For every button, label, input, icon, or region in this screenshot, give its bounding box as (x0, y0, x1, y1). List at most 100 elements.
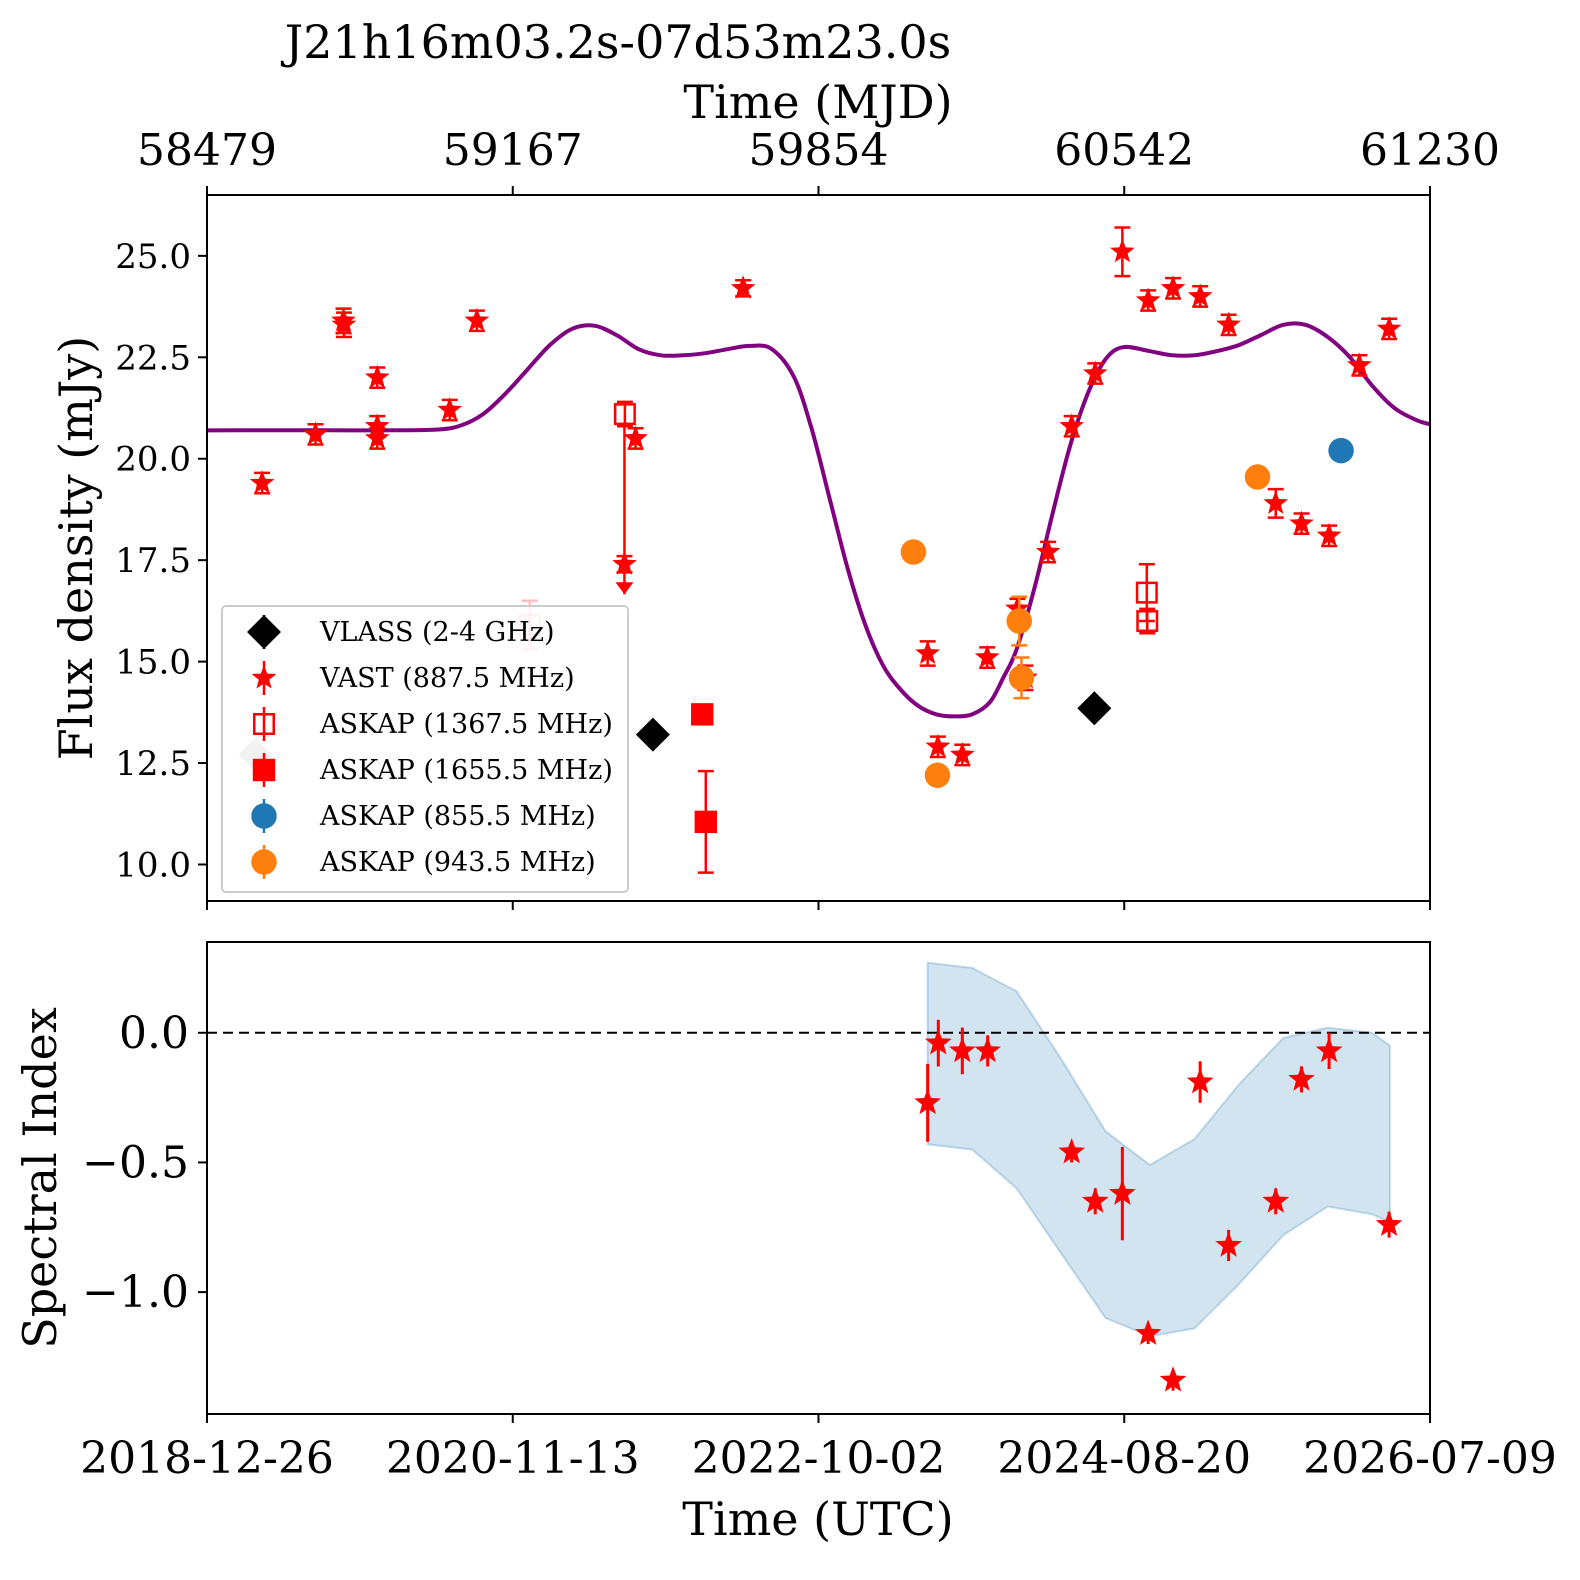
flux-point-star (303, 421, 328, 445)
legend-box (221, 605, 629, 893)
spectral-point-star (1215, 1231, 1242, 1257)
flux-y-axis: 10.0 12.5 15.0 17.5 20.0 22.5 25.0 (115, 237, 1431, 910)
flux-data-points (238, 226, 1402, 874)
flux-point-star (364, 413, 390, 437)
flux-point-circle (1328, 437, 1354, 464)
spectral-point-star (914, 1088, 941, 1115)
flux-plot-frame (206, 194, 1431, 902)
flux-point-circle (1244, 464, 1271, 490)
legend-label: ASKAP (1655.5 MHz) (319, 755, 613, 786)
spectral-point-star (949, 1036, 976, 1063)
flux-y-tick-label: 22.5 (115, 338, 191, 378)
flux-point-circle (1008, 665, 1035, 691)
flux-point-star (364, 425, 390, 449)
bottom-x-label: Time (UTC) (682, 1492, 953, 1546)
flux-point-star (249, 470, 275, 494)
flux-point-star (1005, 595, 1030, 620)
spectral-y-label: Spectral Index (13, 1007, 67, 1349)
flux-point-circle (900, 539, 927, 565)
flux-point-star (1135, 287, 1161, 311)
flux-point-star (1376, 315, 1402, 340)
bottom-tick-label: 2018-12-26 (80, 1433, 334, 1484)
flux-y-tick-label: 25.0 (115, 237, 191, 277)
top-tick-label: 59167 (443, 125, 583, 176)
chart-title: J21h16m03.2s-07d53m23.0s (281, 15, 951, 69)
spectral-y-tick-label: −0.5 (82, 1137, 189, 1188)
bottom-x-axis: 2018-12-26 2020-11-13 2022-10-02 2024-08-20… (80, 1414, 1557, 1484)
model-curve (207, 321, 1430, 719)
spectral-point-star (1315, 1036, 1343, 1063)
spectral-point-star (974, 1036, 1001, 1063)
flux-point-star (331, 311, 357, 336)
top-tick-label: 58479 (137, 125, 277, 176)
flux-point-star (1289, 510, 1314, 535)
flux-point-star (1263, 490, 1289, 514)
flux-point-star (1059, 413, 1084, 437)
bottom-tick-label: 2022-10-02 (692, 1433, 946, 1484)
model-curve-line (207, 321, 1430, 719)
spectral-point-star (1186, 1068, 1214, 1094)
spectral-point-star (1081, 1187, 1109, 1213)
flux-y-tick-label: 12.5 (115, 744, 191, 784)
uncertainty-band-area (926, 961, 1391, 1338)
flux-point-star (1347, 352, 1372, 376)
flux-point-star (1035, 539, 1061, 563)
upper-limit-arrow (615, 582, 634, 595)
flux-error-bar (616, 400, 633, 428)
legend-label: ASKAP (943.5 MHz) (319, 847, 596, 878)
spectral-point-star (925, 1029, 952, 1055)
legend-marker-diamond (247, 615, 281, 649)
flux-point-diamond (1077, 691, 1112, 726)
spectral-point-star (1288, 1065, 1315, 1091)
flux-point-square-open (613, 403, 636, 426)
flux-point-star (974, 644, 1000, 669)
spectral-point-star (1159, 1366, 1187, 1392)
flux-point-star (364, 364, 390, 389)
flux-point-star (623, 425, 648, 449)
flux-point-square (694, 810, 718, 834)
flux-y-tick-label: 10.0 (115, 845, 191, 885)
flux-point-star (925, 733, 951, 758)
flux-point-star (730, 275, 756, 299)
spectral-point-star (1375, 1210, 1403, 1236)
uncertainty-band (926, 961, 1391, 1338)
top-tick-label: 61230 (1360, 125, 1500, 176)
flux-point-star (1316, 522, 1342, 547)
top-axis-label: Time (MJD) (683, 75, 952, 129)
bottom-tick-label: 2020-11-13 (386, 1433, 640, 1484)
legend-label: VLASS (2-4 GHz) (319, 617, 555, 648)
bottom-tick-label: 2024-08-20 (997, 1433, 1251, 1484)
spectral-point-star (1058, 1138, 1085, 1164)
flux-point-star (612, 551, 637, 575)
legend-marker-circle (251, 803, 277, 829)
spectral-y-axis: −1.0 −0.5 0.0 (82, 1008, 207, 1318)
flux-point-circle (924, 762, 951, 788)
flux-point-star (1082, 360, 1108, 384)
spectral-index-panel: −1.0 −0.5 0.0 2018-12-26 2020-11-13 2022-10-… (13, 941, 1557, 1546)
legend: VLASS (2-4 GHz) VAST (887.5 MHz) ASKAP (13… (221, 605, 629, 893)
flux-error-bar (1139, 607, 1156, 635)
legend-marker-square-open (253, 713, 275, 735)
spectral-y-tick-label: −1.0 (82, 1267, 189, 1318)
top-axis-ticks: 58479 59167 59854 60542 61230 (137, 125, 1500, 195)
legend-label: ASKAP (855.5 MHz) (319, 801, 596, 832)
flux-point-square (691, 703, 714, 726)
flux-point-diamond (635, 717, 670, 752)
flux-point-star (1160, 275, 1186, 299)
spectral-plot-frame (206, 941, 1431, 1415)
top-tick-label: 59854 (749, 125, 889, 176)
flux-panel: 10.0 12.5 15.0 17.5 20.0 22.5 25.0 Flux densit… (49, 194, 1431, 910)
spectral-index-points (914, 1019, 1403, 1392)
flux-y-label: Flux density (mJy) (49, 336, 103, 760)
bottom-tick-label: 2026-07-09 (1303, 1433, 1557, 1484)
legend-label: VAST (887.5 MHz) (319, 663, 575, 694)
flux-point-star (1216, 311, 1241, 336)
flux-y-tick-label: 17.5 (115, 541, 191, 581)
legend-marker-circle (251, 849, 277, 875)
flux-point-circle (1006, 608, 1032, 634)
flux-point-star (915, 640, 940, 664)
flux-point-square-open (1136, 610, 1159, 633)
flux-point-square-open (1135, 581, 1158, 604)
flux-y-tick-label: 15.0 (115, 643, 191, 683)
